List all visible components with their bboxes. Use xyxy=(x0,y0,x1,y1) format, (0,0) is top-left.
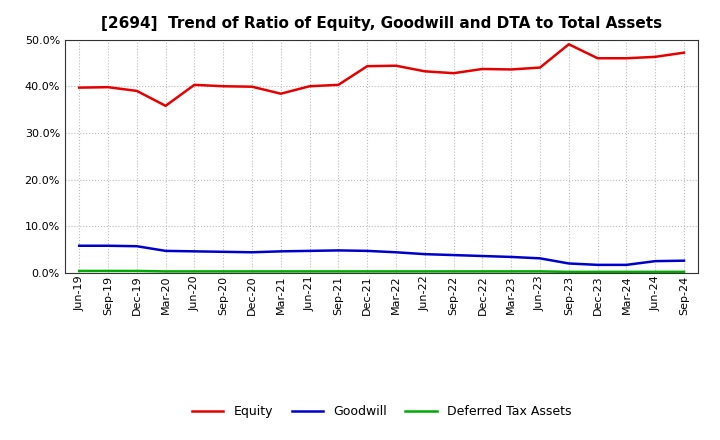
Deferred Tax Assets xyxy=(219,269,228,274)
Equity xyxy=(161,103,170,109)
Equity xyxy=(651,54,660,59)
Goodwill xyxy=(75,243,84,249)
Deferred Tax Assets xyxy=(680,269,688,275)
Deferred Tax Assets xyxy=(276,269,285,274)
Deferred Tax Assets xyxy=(75,268,84,274)
Equity xyxy=(564,42,573,47)
Deferred Tax Assets xyxy=(104,268,112,274)
Goodwill xyxy=(478,253,487,259)
Equity xyxy=(190,82,199,88)
Goodwill xyxy=(161,248,170,253)
Deferred Tax Assets xyxy=(622,269,631,275)
Equity xyxy=(132,88,141,94)
Goodwill xyxy=(190,249,199,254)
Goodwill xyxy=(449,253,458,258)
Equity xyxy=(392,63,400,68)
Goodwill xyxy=(104,243,112,249)
Equity xyxy=(593,55,602,61)
Deferred Tax Assets xyxy=(536,269,544,274)
Equity xyxy=(363,63,372,69)
Equity xyxy=(680,50,688,55)
Line: Equity: Equity xyxy=(79,44,684,106)
Deferred Tax Assets xyxy=(420,269,429,274)
Legend: Equity, Goodwill, Deferred Tax Assets: Equity, Goodwill, Deferred Tax Assets xyxy=(187,400,576,423)
Equity xyxy=(507,67,516,72)
Equity xyxy=(478,66,487,72)
Deferred Tax Assets xyxy=(248,269,256,274)
Title: [2694]  Trend of Ratio of Equity, Goodwill and DTA to Total Assets: [2694] Trend of Ratio of Equity, Goodwil… xyxy=(101,16,662,32)
Equity xyxy=(75,85,84,90)
Deferred Tax Assets xyxy=(449,269,458,274)
Goodwill xyxy=(276,249,285,254)
Goodwill xyxy=(219,249,228,254)
Equity xyxy=(622,55,631,61)
Line: Goodwill: Goodwill xyxy=(79,246,684,265)
Deferred Tax Assets xyxy=(564,269,573,275)
Goodwill xyxy=(392,249,400,255)
Deferred Tax Assets xyxy=(334,269,343,274)
Deferred Tax Assets xyxy=(507,269,516,274)
Goodwill xyxy=(507,254,516,260)
Deferred Tax Assets xyxy=(478,269,487,274)
Deferred Tax Assets xyxy=(651,269,660,275)
Equity xyxy=(104,84,112,90)
Equity xyxy=(219,84,228,89)
Goodwill xyxy=(248,249,256,255)
Goodwill xyxy=(132,244,141,249)
Deferred Tax Assets xyxy=(161,269,170,274)
Goodwill xyxy=(420,252,429,257)
Deferred Tax Assets xyxy=(392,269,400,274)
Equity xyxy=(449,70,458,76)
Equity xyxy=(420,69,429,74)
Goodwill xyxy=(622,262,631,268)
Deferred Tax Assets xyxy=(190,269,199,274)
Equity xyxy=(334,82,343,88)
Deferred Tax Assets xyxy=(305,269,314,274)
Goodwill xyxy=(593,262,602,268)
Equity xyxy=(536,65,544,70)
Goodwill xyxy=(651,258,660,264)
Goodwill xyxy=(564,261,573,266)
Line: Deferred Tax Assets: Deferred Tax Assets xyxy=(79,271,684,272)
Equity xyxy=(276,91,285,96)
Deferred Tax Assets xyxy=(593,269,602,275)
Deferred Tax Assets xyxy=(132,268,141,274)
Deferred Tax Assets xyxy=(363,269,372,274)
Goodwill xyxy=(334,248,343,253)
Equity xyxy=(248,84,256,89)
Goodwill xyxy=(363,248,372,253)
Equity xyxy=(305,84,314,89)
Goodwill xyxy=(680,258,688,263)
Goodwill xyxy=(305,248,314,253)
Goodwill xyxy=(536,256,544,261)
